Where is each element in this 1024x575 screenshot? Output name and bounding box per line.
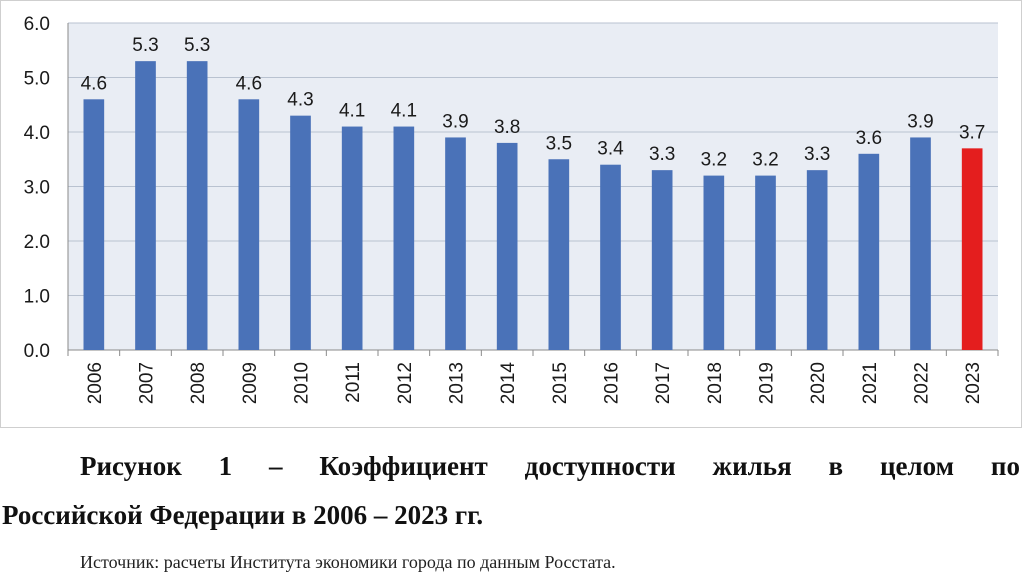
bar [651,170,673,350]
x-tick-label: 2006 [85,362,106,404]
x-tick-label: 2008 [188,362,209,404]
bar [238,99,260,350]
y-tick-label: 5.0 [24,69,50,90]
data-label: 3.9 [442,111,468,132]
y-tick-label: 2.0 [24,232,50,253]
x-tick-label: 2021 [860,362,881,404]
x-tick-label: 2013 [447,362,468,404]
bar [703,175,725,350]
y-tick-label: 1.0 [24,287,50,308]
data-label: 5.3 [184,35,210,56]
bar [961,148,983,350]
bar [135,61,156,351]
x-tick-label: 2009 [240,362,261,404]
bar [548,159,570,350]
source-note: Источник: расчеты Института экономики го… [80,552,616,572]
bar [290,115,311,351]
data-label: 3.2 [752,150,778,171]
x-tick-label: 2022 [912,362,933,404]
x-tick-label: 2019 [757,362,778,404]
x-tick-label: 2016 [602,362,623,404]
data-label: 3.3 [649,144,675,165]
x-tick-label: 2020 [808,362,829,404]
x-tick-label: 2018 [705,362,726,404]
bar [445,137,466,350]
bar [600,164,621,350]
bar [755,175,776,350]
y-tick-label: 0.0 [24,341,50,362]
data-label: 5.3 [132,35,158,56]
bar [858,153,880,350]
bar [496,142,518,350]
caption-line-1: Рисунок 1 – Коэффициент доступности жиль… [80,451,1020,481]
bar [910,137,931,350]
data-label: 3.6 [856,128,882,149]
caption-line-2: Российской Федерации в 2006 – 2023 гг. [2,500,484,530]
bar [83,99,105,350]
y-tick-label: 4.0 [24,123,50,144]
bar [393,126,415,350]
x-tick-label: 2007 [137,362,158,404]
x-tick-label: 2014 [498,362,519,405]
x-tick-label: 2010 [292,362,313,404]
y-tick-label: 6.0 [24,14,50,35]
x-tick-label: 2011 [343,362,364,403]
data-label: 3.4 [597,139,624,160]
data-label: 4.1 [391,101,417,122]
data-label: 3.9 [907,111,933,132]
data-label: 3.3 [804,144,830,165]
data-label: 3.8 [494,117,520,138]
x-tick-label: 2012 [395,362,416,404]
data-label: 4.6 [236,73,262,94]
data-label: 4.3 [287,90,313,111]
data-label: 3.2 [701,150,727,171]
x-tick-label: 2023 [963,362,984,404]
bar [806,170,828,350]
bar [186,61,208,351]
bar [341,126,363,350]
bar-chart: 0.0 1.0 2.0 3.0 4.0 5.0 6.0 4.6 2006 5.3 2007 5.3 20… [24,14,999,405]
x-tick-label: 2015 [550,362,571,404]
data-label: 4.6 [81,73,107,94]
data-label: 3.5 [546,133,572,154]
y-tick-label: 3.0 [24,178,50,199]
data-label: 3.7 [959,122,985,143]
data-label: 4.1 [339,101,365,122]
x-tick-label: 2017 [653,362,674,404]
